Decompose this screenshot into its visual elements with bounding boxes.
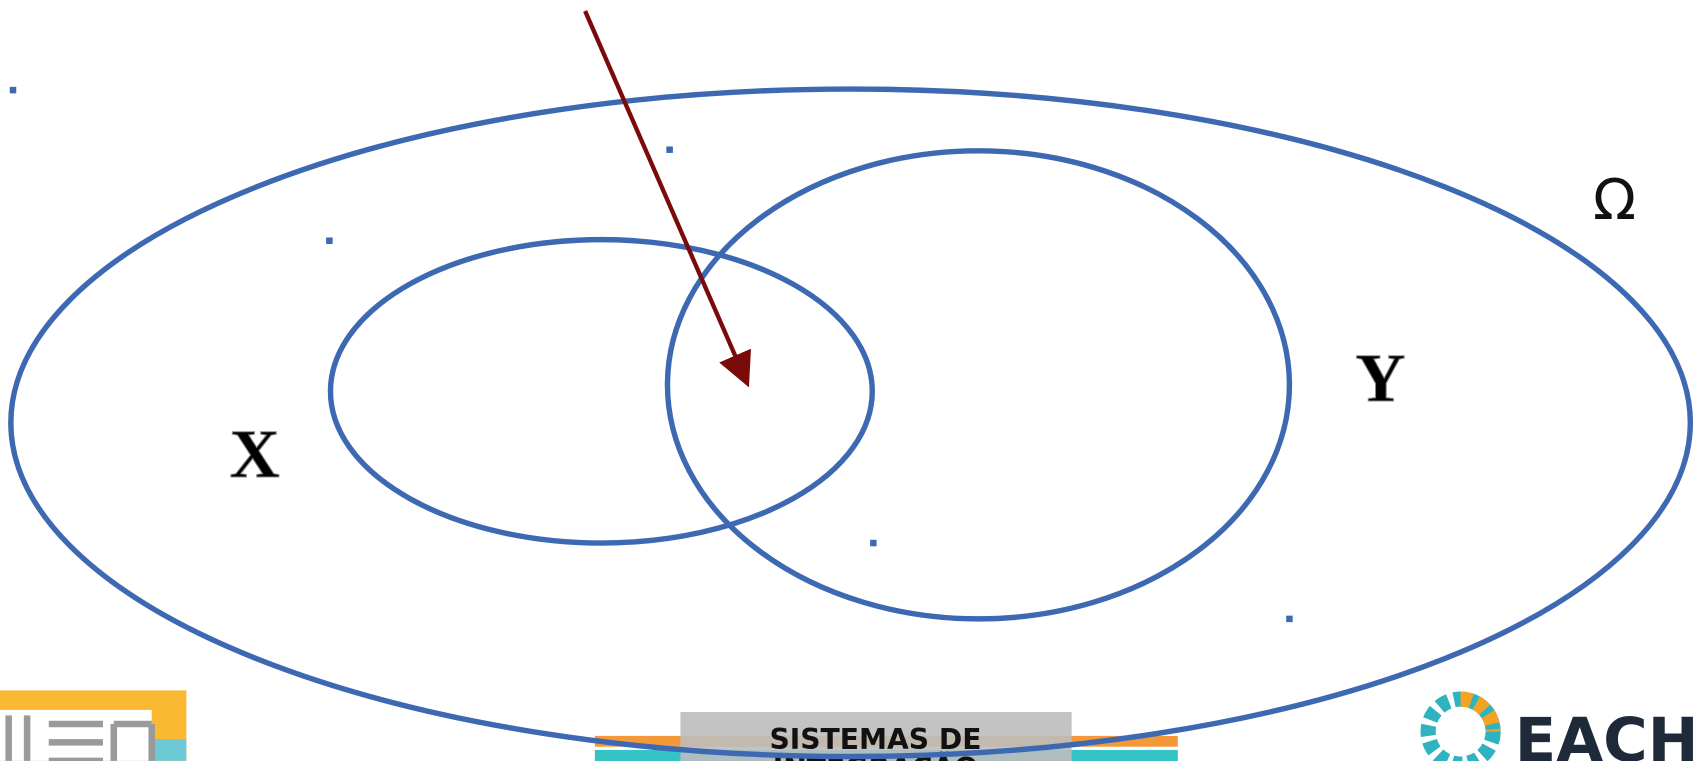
intersection-arrow [583, 10, 751, 388]
usp-logo [0, 690, 187, 761]
set-y-ellipse [664, 148, 1293, 622]
universe-ellipse [8, 86, 1694, 760]
universe-label: Ω [1593, 168, 1636, 233]
footer-course-line1: SISTEMAS DE [770, 723, 982, 756]
set-x-label: X [230, 415, 280, 492]
each-logo: EACH [1420, 691, 1699, 761]
dots [9, 86, 1293, 623]
set-x-ellipse [327, 236, 875, 546]
each-logo-text: EACH [1515, 706, 1699, 761]
set-y-label: Y [1355, 339, 1405, 416]
